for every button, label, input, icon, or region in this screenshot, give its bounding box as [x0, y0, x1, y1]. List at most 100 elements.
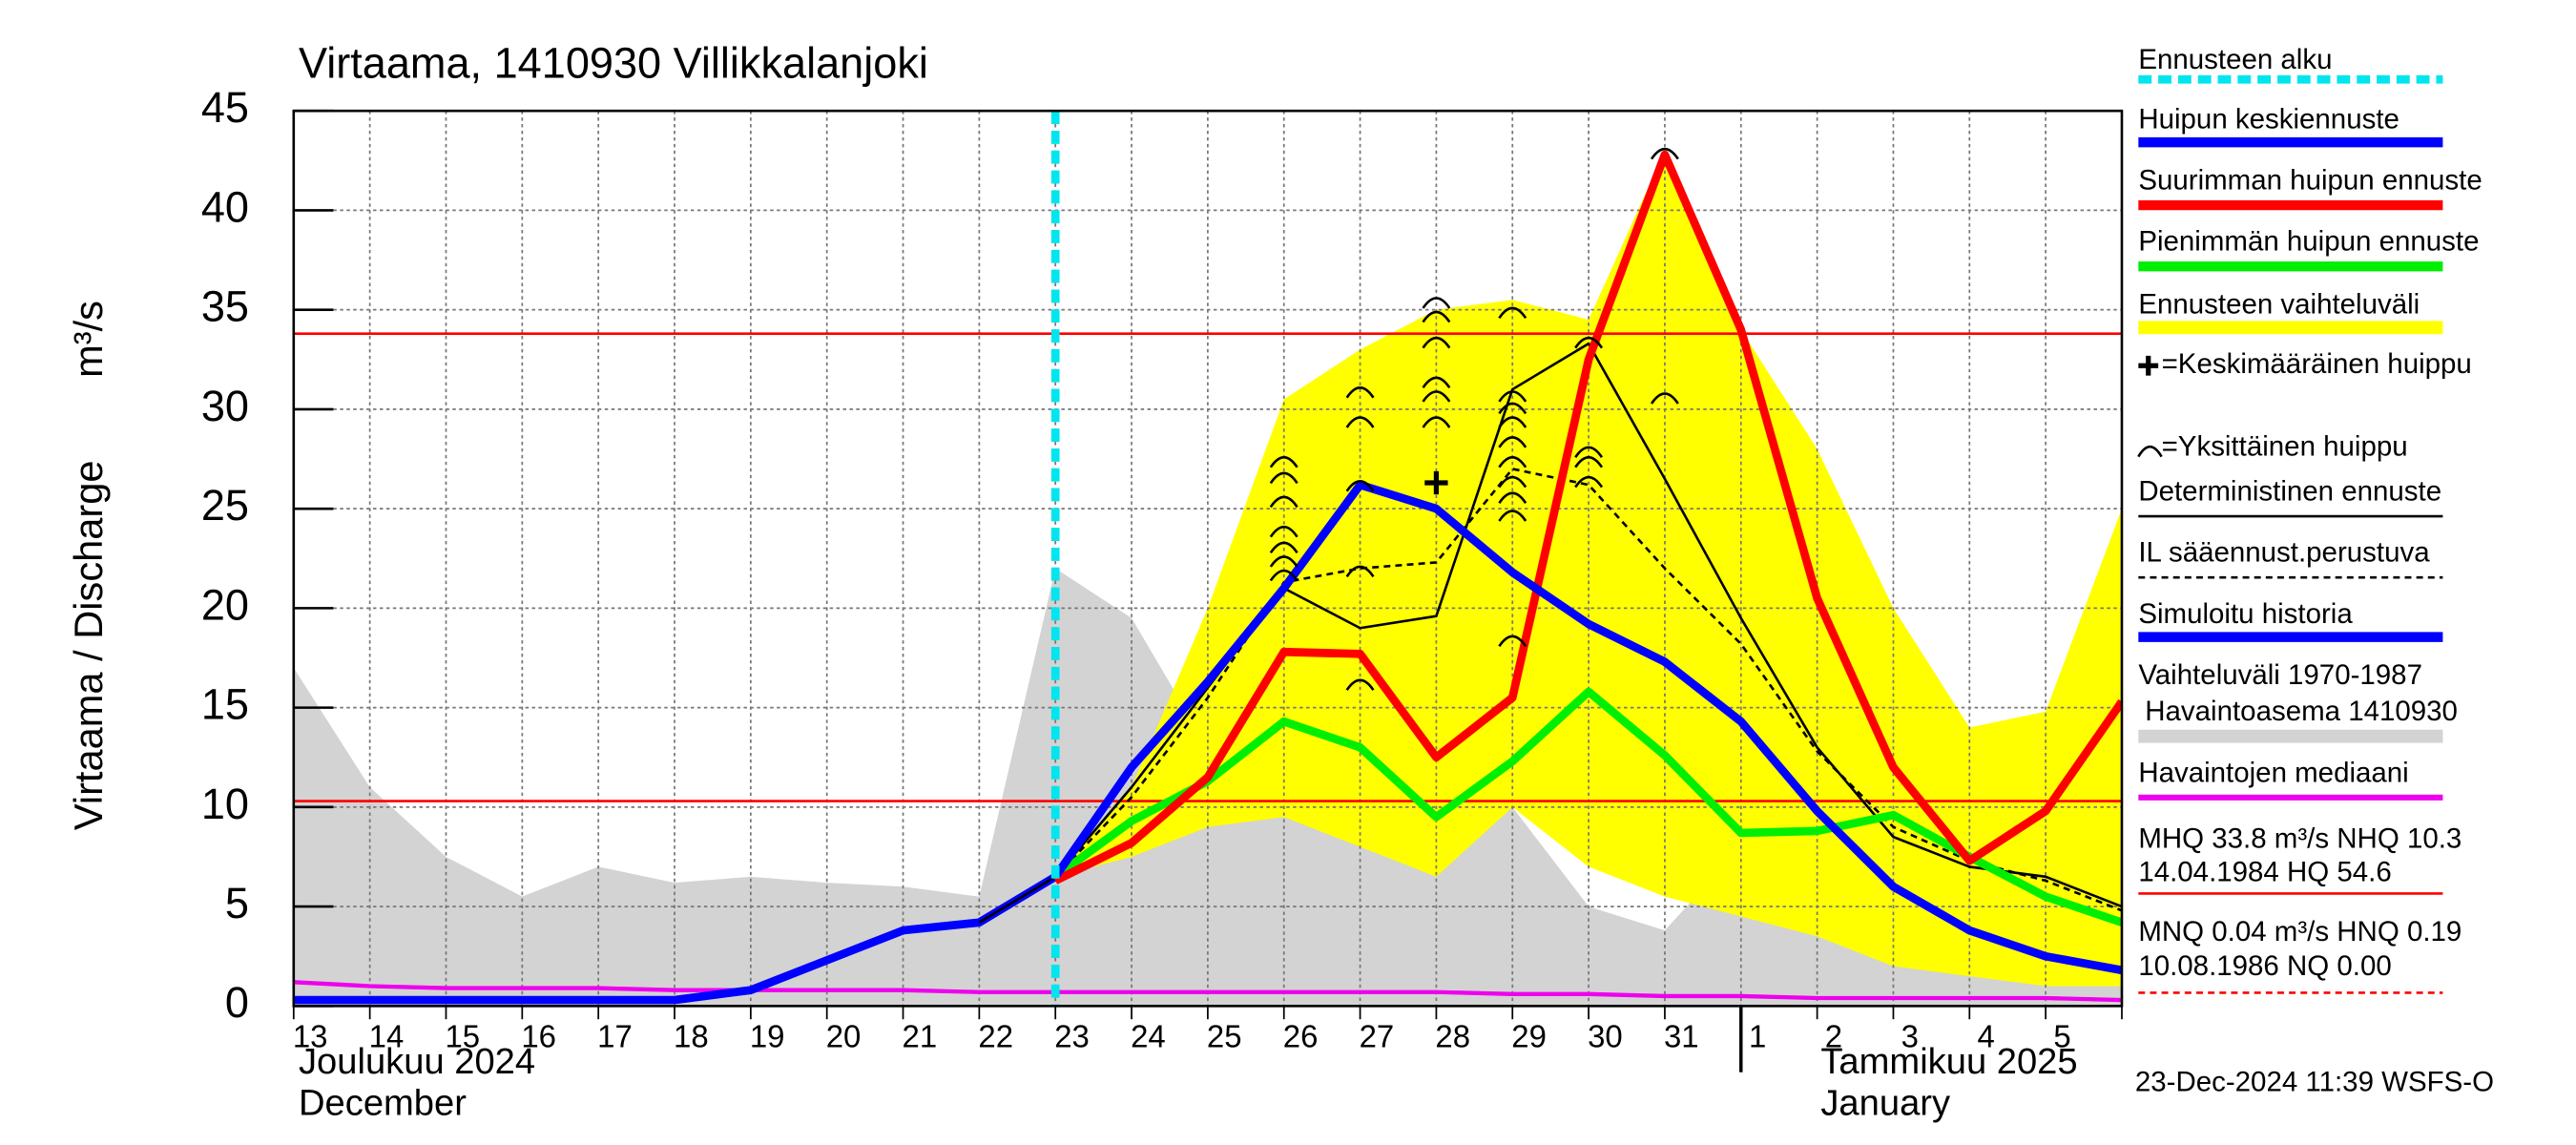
- month-label: January: [1820, 1082, 1950, 1123]
- single-peak: [1498, 390, 1527, 403]
- series-line: [293, 873, 1058, 1005]
- legend-label: Havaintojen mediaani: [2138, 757, 2408, 788]
- single-peak: [1422, 310, 1451, 323]
- x-tick-label: 14: [369, 1019, 405, 1054]
- y-tick-label: 25: [201, 481, 249, 530]
- single-peak: [1269, 569, 1298, 582]
- series-line: [1052, 687, 2122, 926]
- single-peak: [1345, 565, 1375, 578]
- legend-label: Ennusteen alku: [2138, 44, 2332, 75]
- y-axis-unit: m³/s: [66, 301, 111, 378]
- x-tick-label: 29: [1511, 1019, 1547, 1054]
- single-peak: [1269, 495, 1298, 509]
- single-peak: [1498, 491, 1527, 504]
- single-peak: [1650, 392, 1679, 405]
- mean-peak: [1424, 470, 1448, 495]
- legend-label: Havaintoasema 1410930: [2145, 696, 2458, 727]
- x-tick-label: 28: [1435, 1019, 1470, 1054]
- legend-label: Pienimmän huipun ennuste: [2138, 226, 2479, 258]
- single-peak: [1422, 336, 1451, 349]
- legend-note: 14.04.1984 HQ 54.6: [2138, 856, 2391, 887]
- legend-marker: [2137, 445, 2163, 458]
- x-tick-label: 17: [597, 1019, 633, 1054]
- y-tick-label: 30: [201, 382, 249, 430]
- legend-label: Ennusteen vaihteluväli: [2138, 289, 2420, 321]
- month-label: December: [299, 1082, 467, 1123]
- x-tick-label: 2: [1825, 1019, 1842, 1054]
- single-peak: [1498, 456, 1527, 468]
- legend-note: MNQ 0.04 m³/s HNQ 0.19: [2138, 916, 2462, 947]
- month-label: Tammikuu 2025: [1820, 1041, 2077, 1082]
- single-peak: [1498, 510, 1527, 522]
- legend-marker: [2138, 355, 2159, 376]
- single-peak: [1269, 541, 1298, 554]
- single-peak: [1650, 147, 1679, 160]
- series-line: [1054, 468, 2122, 912]
- timestamp: 23-Dec-2024 11:39 WSFS-O: [2135, 1067, 2494, 1098]
- single-peak: [1574, 446, 1604, 459]
- x-tick-label: 3: [1901, 1019, 1919, 1054]
- x-tick-label: 18: [674, 1019, 709, 1054]
- single-peak: [1422, 416, 1451, 428]
- y-axis-label: Virtaama / Discharge: [66, 460, 111, 830]
- y-tick-label: 10: [201, 780, 249, 828]
- series-line: [293, 980, 2122, 1003]
- month-label: Joulukuu 2024: [299, 1041, 535, 1082]
- y-tick-label: 15: [201, 680, 249, 729]
- x-tick-label: 30: [1588, 1019, 1623, 1054]
- x-tick-label: 23: [1054, 1019, 1090, 1054]
- single-peak: [1269, 555, 1298, 568]
- single-peak: [1269, 471, 1298, 485]
- plot-frame: [292, 109, 2124, 1008]
- single-peak: [1345, 386, 1375, 399]
- single-peak: [1574, 475, 1604, 489]
- single-peak: [1422, 376, 1451, 389]
- single-peak: [1345, 480, 1375, 492]
- x-tick-label: 22: [978, 1019, 1013, 1054]
- legend-label: =Yksittäinen huippu: [2162, 431, 2408, 463]
- x-tick-label: 31: [1664, 1019, 1699, 1054]
- y-tick-label: 5: [225, 879, 249, 927]
- series-line: [1051, 480, 2122, 975]
- legend-label: Suurimman huipun ennuste: [2138, 165, 2482, 197]
- single-peak: [1574, 456, 1604, 468]
- single-peak: [1498, 635, 1527, 648]
- x-tick-label: 4: [1977, 1019, 1994, 1054]
- x-tick-label: 1: [1749, 1019, 1766, 1054]
- x-tick-label: 25: [1207, 1019, 1242, 1054]
- series-line: [1053, 150, 2122, 885]
- chart-title: Virtaama, 1410930 Villikkalanjoki: [299, 38, 928, 87]
- x-tick-label: 19: [750, 1019, 785, 1054]
- legend-label: Simuloitu historia: [2138, 598, 2353, 630]
- x-tick-label: 21: [903, 1019, 938, 1054]
- y-tick-label: 35: [201, 282, 249, 331]
- series-line: [978, 342, 2122, 924]
- single-peak: [1269, 525, 1298, 538]
- legend-label: =Keskimääräinen huippu: [2162, 348, 2472, 380]
- single-peak: [1498, 475, 1527, 489]
- x-tick-label: 20: [826, 1019, 862, 1054]
- x-tick-label: 5: [2053, 1019, 2070, 1054]
- single-peak: [1345, 678, 1375, 691]
- single-peak: [1498, 416, 1527, 428]
- legend-note: 10.08.1986 NQ 0.00: [2138, 950, 2391, 982]
- legend-label: Deterministinen ennuste: [2138, 476, 2441, 508]
- single-peak: [1422, 297, 1451, 309]
- legend-note: MHQ 33.8 m³/s NHQ 10.3: [2138, 823, 2462, 855]
- single-peak: [1498, 402, 1527, 415]
- x-tick-label: 26: [1283, 1019, 1319, 1054]
- x-tick-label: 27: [1360, 1019, 1395, 1054]
- single-peak: [1345, 416, 1375, 428]
- y-tick-label: 45: [201, 83, 249, 132]
- x-tick-label: 24: [1131, 1019, 1166, 1054]
- legend-label: Vaihteluväli 1970-1987: [2138, 659, 2422, 691]
- legend-label: Huipun keskiennuste: [2138, 103, 2399, 135]
- x-tick-label: 16: [521, 1019, 556, 1054]
- single-peak: [1498, 436, 1527, 448]
- x-tick-label: 13: [293, 1019, 328, 1054]
- single-peak: [1574, 336, 1604, 349]
- single-peak: [1498, 306, 1527, 320]
- legend-label: IL sääennust.perustuva: [2138, 537, 2430, 569]
